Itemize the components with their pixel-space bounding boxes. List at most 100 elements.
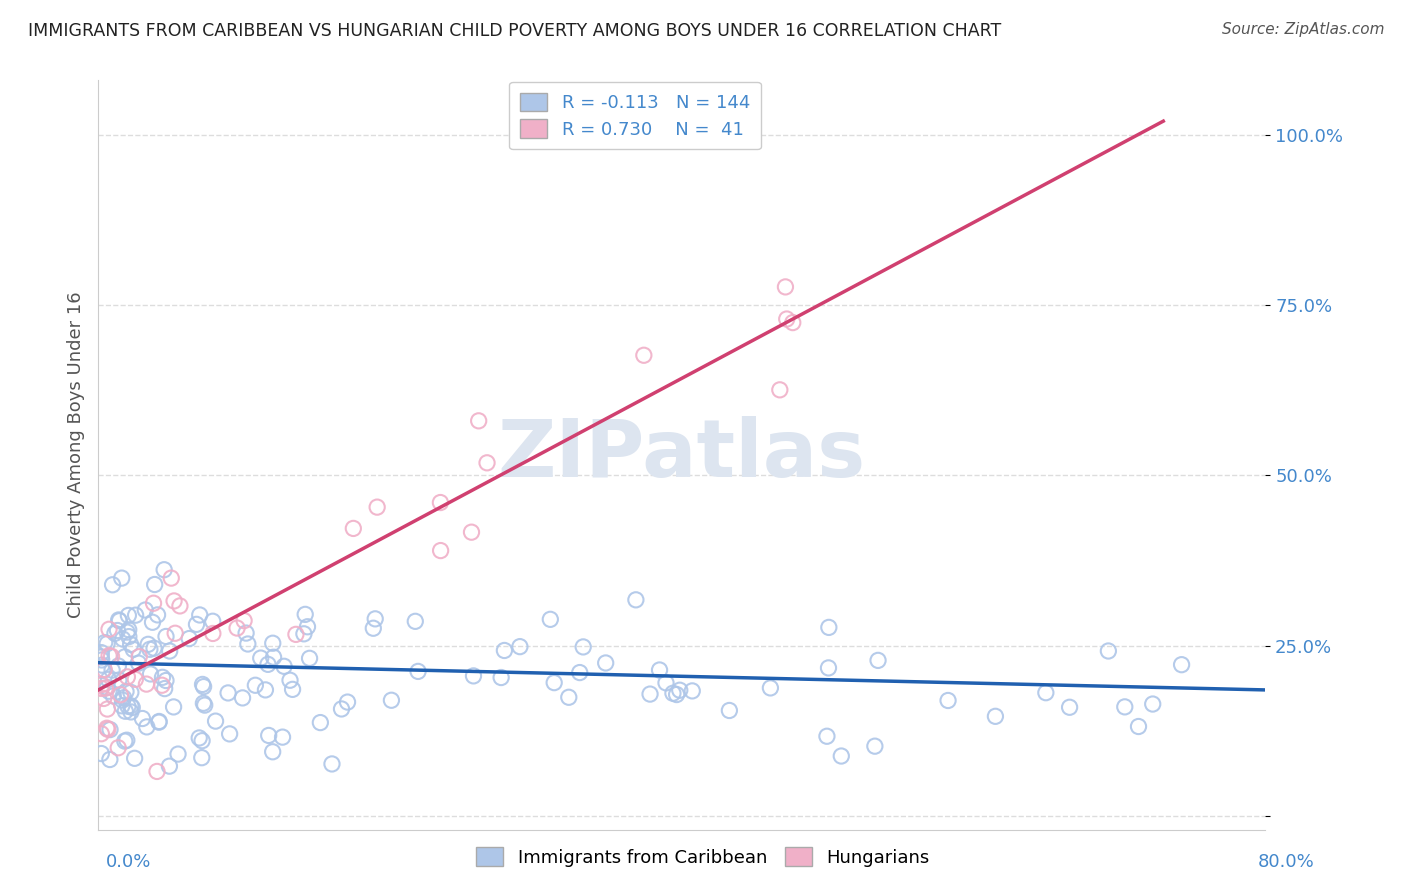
Point <box>1035 686 1057 700</box>
Point <box>160 571 183 585</box>
Point <box>273 659 295 673</box>
Point <box>103 689 125 703</box>
Point <box>782 316 804 330</box>
Point <box>245 678 267 692</box>
Point <box>162 700 184 714</box>
Point <box>217 686 239 700</box>
Point <box>98 622 121 636</box>
Point <box>494 643 516 657</box>
Point <box>91 664 114 678</box>
Point <box>124 608 146 623</box>
Point <box>330 702 353 716</box>
Point <box>830 749 852 764</box>
Point <box>115 625 138 640</box>
Point <box>114 734 136 748</box>
Point <box>108 614 131 628</box>
Point <box>165 626 187 640</box>
Point <box>117 670 139 684</box>
Point <box>1059 700 1081 714</box>
Point <box>1128 719 1150 733</box>
Point <box>188 731 211 745</box>
Point <box>681 684 703 698</box>
Point <box>406 665 429 679</box>
Point <box>139 642 162 657</box>
Point <box>107 613 129 627</box>
Point <box>143 577 166 591</box>
Point <box>148 715 170 730</box>
Point <box>93 691 115 706</box>
Point <box>90 658 112 673</box>
Point <box>538 612 561 626</box>
Point <box>107 624 129 638</box>
Point <box>262 636 284 650</box>
Point <box>118 630 141 644</box>
Point <box>117 699 139 714</box>
Text: ZIPatlas: ZIPatlas <box>498 416 866 494</box>
Point <box>155 630 177 644</box>
Point <box>281 682 304 697</box>
Point <box>98 723 121 737</box>
Point <box>278 673 301 688</box>
Point <box>257 657 280 672</box>
Point <box>93 663 115 677</box>
Point <box>143 641 166 656</box>
Point <box>90 646 112 660</box>
Point <box>236 637 259 651</box>
Point <box>122 642 145 657</box>
Point <box>96 721 118 735</box>
Point <box>489 671 512 685</box>
Point <box>257 728 280 742</box>
Point <box>380 693 402 707</box>
Point <box>1114 699 1136 714</box>
Point <box>93 635 115 649</box>
Point <box>662 686 685 700</box>
Point <box>249 651 271 665</box>
Point <box>169 599 191 613</box>
Text: 0.0%: 0.0% <box>105 853 150 871</box>
Legend: Immigrants from Caribbean, Hungarians: Immigrants from Caribbean, Hungarians <box>470 840 936 874</box>
Point <box>984 709 1007 723</box>
Point <box>111 632 134 646</box>
Point <box>226 621 249 635</box>
Point <box>624 592 647 607</box>
Point <box>148 714 170 729</box>
Point <box>1142 697 1164 711</box>
Point <box>509 640 531 654</box>
Point <box>558 690 581 705</box>
Point <box>936 693 959 707</box>
Point <box>668 683 690 698</box>
Legend: R = -0.113   N = 144, R = 0.730    N =  41: R = -0.113 N = 144, R = 0.730 N = 41 <box>509 82 761 149</box>
Point <box>152 670 174 684</box>
Point <box>429 495 451 509</box>
Point <box>120 685 142 699</box>
Point <box>134 603 156 617</box>
Point <box>141 615 163 630</box>
Point <box>817 661 839 675</box>
Point <box>111 571 134 585</box>
Point <box>568 665 591 680</box>
Point <box>90 681 112 696</box>
Point <box>201 626 224 640</box>
Point <box>321 756 343 771</box>
Point <box>776 312 799 326</box>
Point <box>111 698 134 713</box>
Point <box>648 663 671 677</box>
Point <box>150 678 173 692</box>
Point <box>118 623 141 637</box>
Point <box>284 627 307 641</box>
Text: 80.0%: 80.0% <box>1258 853 1315 871</box>
Point <box>191 733 214 747</box>
Point <box>155 673 177 688</box>
Point <box>117 608 139 623</box>
Point <box>163 594 186 608</box>
Point <box>404 615 426 629</box>
Point <box>467 414 489 428</box>
Point <box>107 673 129 687</box>
Point <box>194 698 217 712</box>
Point <box>96 681 118 695</box>
Point <box>1170 657 1192 672</box>
Point <box>111 693 134 707</box>
Point <box>366 500 388 515</box>
Point <box>475 456 498 470</box>
Point <box>363 621 385 635</box>
